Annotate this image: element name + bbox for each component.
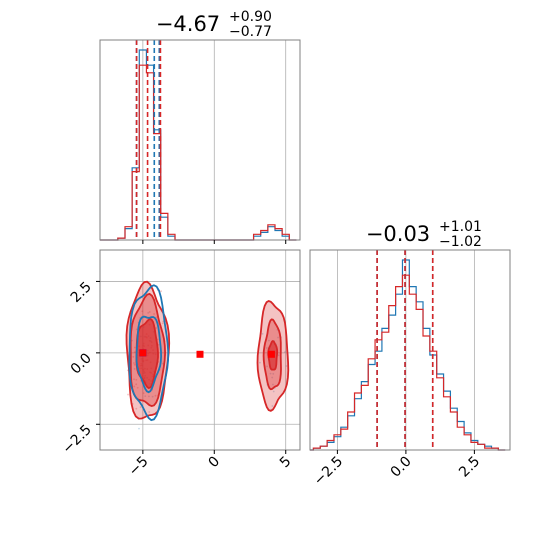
sample-point-138 [272, 372, 275, 375]
marginal-x-grid [142, 40, 287, 240]
histogram-series-1 [310, 274, 506, 451]
joint-frame [99, 249, 301, 451]
x-tick-label-0: −5 [126, 454, 152, 480]
sample-point-60 [265, 347, 268, 349]
sample-point-73 [155, 327, 158, 329]
sample-point-31 [135, 328, 138, 331]
sample-point-143 [133, 378, 135, 381]
sample-point-6 [285, 365, 288, 367]
joint-markers [139, 349, 275, 358]
x-tick-label-1: 0.0 [388, 454, 415, 481]
sample-point-82 [148, 311, 151, 313]
marginal-y-panel: −2.5 0.0 2.5 −0.03 +1.01 −1.02 [309, 219, 511, 489]
sample-point-90 [269, 372, 272, 375]
y-tick-label-0: −2.5 [59, 422, 94, 457]
marginal-y-ticks: −2.5 0.0 2.5 [311, 450, 483, 489]
sample-point-132 [261, 332, 264, 335]
joint-contours [125, 280, 290, 422]
marginal-y-grid [336, 250, 475, 450]
sample-point-44 [135, 407, 138, 410]
marginal-y-quantile-lines [376, 250, 434, 450]
sample-point-136 [133, 362, 135, 364]
sample-point-16 [142, 392, 145, 395]
marginal-y-frame [309, 249, 511, 451]
marginal-x-ticks [142, 240, 287, 244]
marginal-x-title-value: −4.67 [156, 12, 220, 36]
sample-point-84 [259, 361, 261, 364]
truth-marker-2 [196, 350, 204, 358]
sample-point-124 [133, 346, 136, 349]
sample-point-61 [133, 385, 136, 388]
sample-point-99 [148, 395, 150, 398]
sample-point-103 [141, 310, 144, 313]
x-tick-label-2: 2.5 [456, 454, 483, 481]
sample-point-102 [266, 365, 269, 368]
marginal-y-title-lower: −1.02 [439, 234, 482, 250]
marginal-y-title-upper: +1.01 [439, 219, 482, 235]
histogram-series-0 [310, 259, 506, 451]
sample-point-24 [268, 339, 270, 342]
x-tick-label-2: 5 [277, 454, 295, 472]
marginal-x-title-lower: −0.77 [229, 24, 272, 40]
marginal-y-title: −0.03 [366, 222, 430, 246]
sample-point-65 [154, 394, 157, 397]
marginal-x-frame [99, 39, 301, 241]
sample-point-38 [139, 406, 142, 408]
truth-marker-1 [139, 349, 147, 357]
sample-point-89 [160, 290, 163, 293]
histogram-series-1 [100, 64, 297, 241]
sample-point-106 [135, 378, 138, 381]
y-tick-label-2: 2.5 [68, 279, 95, 306]
sample-point-128 [132, 355, 135, 358]
sample-point-150 [277, 336, 279, 339]
sample-point-19 [136, 386, 139, 389]
contour-mode-1-level-1 [135, 315, 163, 394]
sample-point-51 [144, 395, 147, 398]
sample-point-36 [272, 390, 275, 393]
marginal-x-quantile-lines [135, 40, 162, 240]
marginal-x-panel: −4.67 +0.90 −0.77 [99, 9, 301, 244]
sample-point-158 [133, 363, 136, 366]
sample-point-88 [148, 411, 151, 413]
y-tick-label-1: 0.0 [68, 350, 95, 377]
truth-marker-3 [267, 350, 275, 358]
sample-point-147 [151, 395, 154, 398]
sample-point-126 [284, 351, 286, 353]
marginal-y-histograms [310, 259, 506, 451]
sample-point-12 [271, 405, 274, 407]
sample-point-96 [272, 383, 274, 386]
sample-point-135 [133, 368, 136, 370]
sample-point-139 [127, 393, 129, 396]
sample-point-15 [147, 311, 150, 314]
sample-point-71 [161, 322, 164, 325]
sample-point-110 [133, 351, 136, 354]
marginal-y-title-value: −0.03 [366, 222, 430, 246]
histogram-series-0 [100, 49, 297, 241]
sample-point-92 [135, 383, 138, 386]
marginal-x-title: −4.67 [156, 12, 220, 36]
marginal-x-title-upper: +0.90 [229, 9, 272, 25]
x-tick-label-0: −2.5 [311, 454, 346, 489]
sample-point-35 [153, 313, 156, 315]
marginal-x-histograms [100, 49, 297, 241]
sample-point-48 [277, 354, 280, 357]
joint-panel: −5 0 5 −2.5 0.0 2.5 [59, 249, 301, 480]
sample-point-81 [138, 427, 140, 430]
sample-point-156 [271, 376, 274, 379]
contour-mode-1-level-0 [128, 284, 170, 422]
x-tick-label-1: 0 [205, 454, 223, 472]
